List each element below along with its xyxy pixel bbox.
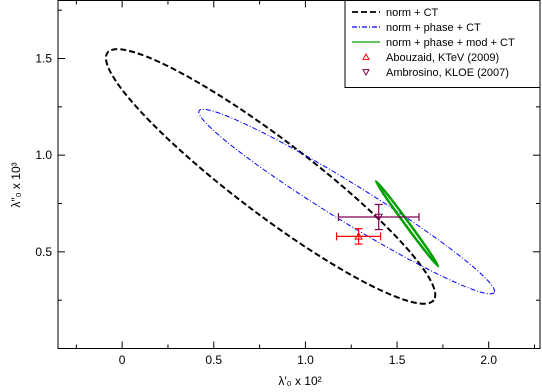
data-marker [354, 231, 363, 240]
legend: norm + CT norm + phase + CT norm + phase +… [344, 0, 541, 88]
legend-marker-point-1 [362, 52, 370, 60]
x-tick-label: 0 [119, 353, 126, 367]
data-point-1 [335, 228, 382, 245]
legend-label-contour-2: norm + phase + CT [386, 22, 481, 34]
data-point-2 [337, 203, 420, 231]
x-axis-label: λ′₀ x 10² [278, 374, 321, 388]
legend-items: norm + CT norm + phase + CT norm + phase +… [352, 7, 515, 79]
legend-label-contour-3: norm + phase + mod + CT [386, 37, 515, 49]
x-tick-label: 2.0 [480, 353, 497, 367]
x-tick-label: 1.0 [297, 353, 314, 367]
x-tick-label: 1.5 [389, 353, 406, 367]
legend-box [344, 0, 541, 88]
y-tick-label: 1.5 [35, 52, 52, 66]
contour-1 [104, 48, 437, 305]
plot-layer [104, 48, 496, 305]
legend-label-point-2: Ambrosino, KLOE (2007) [386, 67, 509, 79]
y-tick-label: 1.0 [35, 148, 52, 162]
legend-label-contour-1: norm + CT [386, 7, 439, 19]
contour-2 [198, 108, 496, 295]
legend-label-point-1: Abouzaid, KTeV (2009) [386, 52, 499, 64]
ticks-layer: 0 0.5 1.0 1.5 2.0 0.5 1.0 1.5 [35, 0, 540, 367]
y-axis-label: λ″₀ x 10³ [9, 162, 23, 207]
contour-3 [374, 180, 440, 268]
x-tick-label: 0.5 [205, 353, 222, 367]
legend-marker-point-2 [362, 69, 370, 77]
y-tick-label: 0.5 [35, 245, 52, 259]
data-marker [374, 213, 384, 222]
plot-frame [57, 0, 541, 349]
